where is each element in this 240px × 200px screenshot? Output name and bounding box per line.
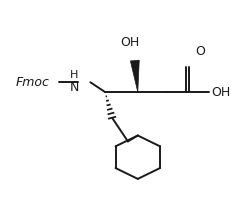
Text: OH: OH — [211, 86, 230, 99]
Text: N: N — [70, 81, 79, 94]
Text: O: O — [195, 45, 205, 58]
Text: Fmoc: Fmoc — [15, 76, 49, 89]
Text: H: H — [70, 70, 79, 80]
Polygon shape — [130, 60, 139, 92]
Text: OH: OH — [120, 36, 139, 49]
